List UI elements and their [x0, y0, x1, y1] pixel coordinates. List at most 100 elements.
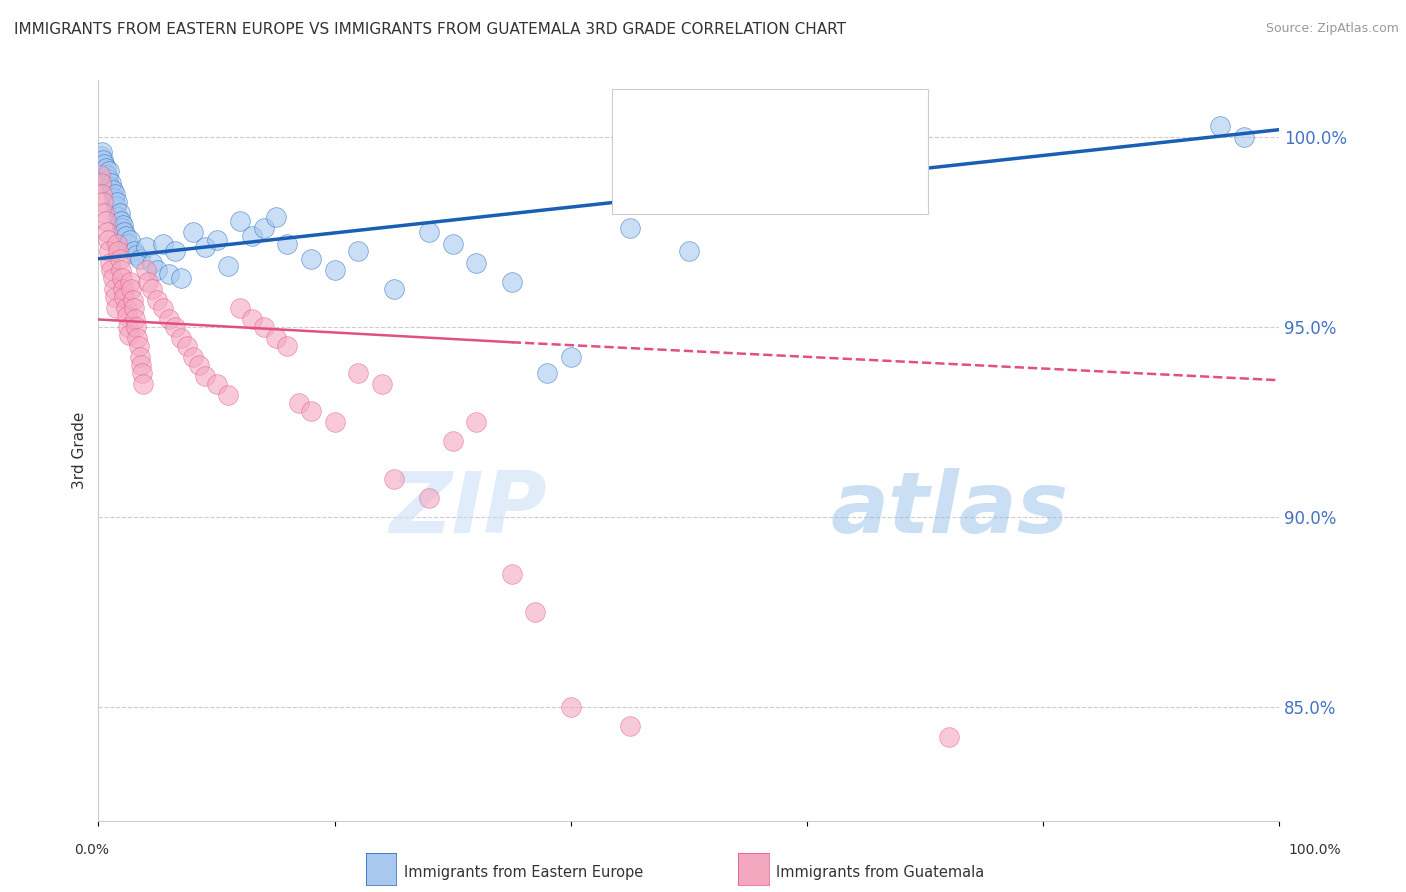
Point: [1233, 130, 1256, 145]
Point: [108, 206, 131, 220]
Point: [217, 260, 239, 274]
Point: [112, 290, 135, 304]
Point: [560, 351, 582, 365]
Point: [418, 225, 440, 239]
Point: [96, 225, 118, 239]
Point: [141, 255, 163, 269]
Point: [91, 187, 114, 202]
Point: [135, 240, 157, 254]
Point: [371, 377, 394, 392]
Point: [132, 377, 155, 392]
Point: [90, 176, 112, 190]
Point: [253, 320, 276, 334]
Y-axis label: 3rd Grade: 3rd Grade: [72, 412, 87, 489]
Point: [117, 320, 139, 334]
Point: [98, 244, 121, 259]
Point: [176, 339, 198, 353]
Point: [229, 301, 252, 315]
Point: [107, 210, 129, 224]
Point: [112, 218, 135, 232]
Point: [90, 149, 112, 163]
Point: [619, 719, 641, 733]
Point: [240, 229, 263, 244]
Point: [128, 252, 150, 266]
Text: R = -0.044   N = 72: R = -0.044 N = 72: [665, 166, 855, 184]
Point: [299, 252, 322, 266]
Point: [125, 248, 148, 262]
Point: [93, 206, 115, 220]
Point: [103, 191, 125, 205]
Point: [141, 282, 163, 296]
Point: [131, 366, 153, 380]
Point: [382, 472, 405, 486]
Point: [94, 213, 117, 227]
Text: 0.0%: 0.0%: [75, 843, 108, 857]
Point: [104, 187, 127, 202]
Point: [501, 275, 523, 289]
Point: [229, 213, 252, 227]
Point: [127, 331, 149, 345]
Point: [465, 255, 488, 269]
Point: [114, 229, 136, 244]
Point: [103, 282, 125, 296]
Point: [560, 699, 582, 714]
Point: [276, 236, 298, 251]
Point: [120, 275, 142, 289]
Text: Immigrants from Eastern Europe: Immigrants from Eastern Europe: [404, 865, 643, 880]
Point: [100, 176, 122, 190]
Point: [253, 221, 276, 235]
Point: [120, 233, 142, 247]
Point: [89, 168, 111, 182]
Point: [121, 293, 143, 308]
Point: [114, 301, 136, 315]
Point: [136, 275, 159, 289]
Point: [323, 263, 346, 277]
Point: [240, 312, 263, 326]
Point: [205, 233, 228, 247]
Point: [501, 566, 523, 581]
Point: [122, 301, 145, 315]
Point: [104, 290, 127, 304]
Point: [91, 145, 114, 160]
Point: [110, 263, 132, 277]
Text: atlas: atlas: [831, 468, 1069, 551]
Point: [678, 244, 700, 259]
Point: [146, 263, 169, 277]
Point: [107, 244, 129, 259]
Point: [217, 388, 239, 402]
Point: [157, 312, 180, 326]
Point: [152, 236, 174, 251]
Point: [125, 320, 148, 334]
Point: [91, 153, 114, 167]
Point: [115, 309, 138, 323]
Point: [347, 366, 370, 380]
Point: [441, 434, 464, 448]
Point: [100, 263, 122, 277]
Point: [129, 358, 152, 372]
Point: [264, 210, 287, 224]
Point: [276, 339, 298, 353]
Point: [181, 351, 204, 365]
Point: [93, 157, 115, 171]
Point: [165, 244, 187, 259]
Point: [105, 301, 128, 315]
Point: [108, 252, 131, 266]
Point: [94, 161, 117, 175]
Point: [382, 282, 405, 296]
Point: [146, 293, 169, 308]
Point: [165, 320, 187, 334]
Point: [152, 301, 174, 315]
Point: [97, 233, 120, 247]
Point: [112, 282, 135, 296]
Point: [619, 221, 641, 235]
Point: [117, 236, 139, 251]
Point: [264, 331, 287, 345]
Point: [347, 244, 370, 259]
Point: [112, 225, 135, 239]
Point: [128, 351, 150, 365]
Text: Immigrants from Guatemala: Immigrants from Guatemala: [776, 865, 984, 880]
Point: [194, 369, 217, 384]
Point: [128, 339, 150, 353]
Point: [205, 377, 228, 392]
Point: [524, 605, 547, 619]
